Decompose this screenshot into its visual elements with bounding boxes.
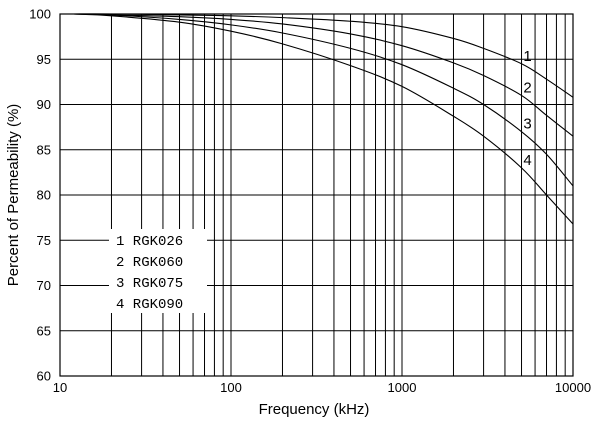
y-tick-label: 65 (37, 323, 51, 338)
series-line-4 (73, 13, 574, 225)
curve-label-1: 1 (523, 48, 531, 65)
legend-item: 3 RGK075 (116, 276, 183, 292)
curve-label-2: 2 (523, 79, 531, 96)
y-tick-label: 70 (37, 278, 51, 293)
legend: 1 RGK026 2 RGK060 3 RGK075 4 RGK090 (109, 229, 207, 313)
y-tick-label: 95 (37, 52, 51, 67)
x-axis-title: Frequency (kHz) (259, 401, 370, 418)
y-tick-label: 80 (37, 188, 51, 203)
y-tick-label: 100 (29, 7, 51, 22)
x-tick-label: 1000 (388, 380, 417, 395)
x-tick-label: 100 (220, 380, 242, 395)
legend-item: 2 RGK060 (116, 255, 183, 271)
series-line-3 (73, 13, 574, 187)
x-tick-label: 10 (53, 380, 67, 395)
series-curves (73, 13, 574, 225)
legend-item: 4 RGK090 (116, 297, 183, 313)
plot-frame (59, 13, 574, 377)
y-tick-labels: 60 65 70 75 80 85 90 95 100 (29, 7, 51, 384)
y-tick-label: 90 (37, 97, 51, 112)
x-tick-labels: 10 100 1000 10000 (53, 380, 591, 395)
plot-grid (59, 13, 574, 377)
series-curve-labels: 1 2 3 4 (523, 48, 531, 169)
y-tick-label: 75 (37, 233, 51, 248)
legend-item: 1 RGK026 (116, 234, 183, 250)
series-line-1 (73, 13, 574, 98)
y-tick-label: 85 (37, 142, 51, 157)
curve-label-4: 4 (523, 152, 531, 169)
curve-label-3: 3 (523, 116, 531, 133)
x-tick-label: 10000 (555, 380, 591, 395)
y-tick-label: 60 (37, 369, 51, 384)
series-line-2 (73, 13, 574, 137)
y-axis-title: Percent of Permeability (%) (5, 104, 22, 287)
legend-box (109, 229, 207, 313)
